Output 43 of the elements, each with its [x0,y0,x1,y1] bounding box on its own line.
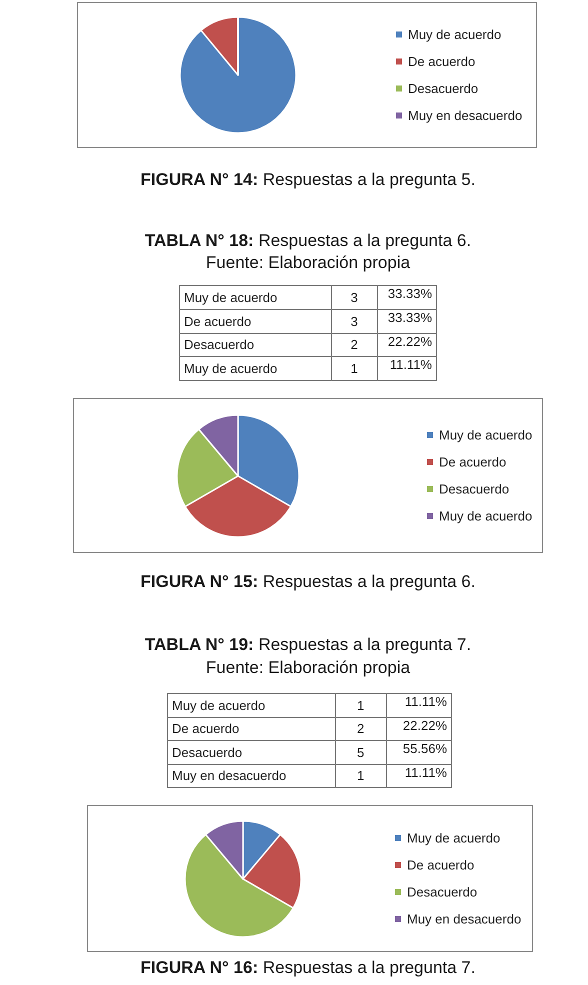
data-label: 3 [331,286,378,310]
data-label: 5 [335,740,386,764]
text: FIGURA N° 16: Respuestas a la pregunta 7. [140,958,476,978]
data-label: 22.22% [377,333,436,357]
source-note: Fuente: Elaboración propia [204,658,412,678]
data-label: 1 [331,356,378,380]
legend-label: Desacuerdo [407,884,478,900]
category-label: Muy en desacuerdo [168,764,336,788]
legend-label: Desacuerdo [439,482,510,496]
text: FIGURA N° 15: Respuestas a la pregunta 6. [140,572,476,592]
legend-label: Desacuerdo [408,81,478,96]
category-label: Desacuerdo [180,333,332,357]
data-label: 1 [335,694,386,717]
legend-label: Muy de acuerdo [408,27,502,42]
data-label: 2 [335,717,386,740]
data-label: 33.33% [377,286,436,310]
category-label: Muy de acuerdo [180,286,332,310]
data-label: 33.33% [377,309,436,333]
data-label: 11.11% [386,764,452,788]
text: TABLA N° 18: Respuestas a la pregunta 6. [144,231,472,251]
legend-label: De acuerdo [439,454,506,470]
data-label: 3 [331,309,378,333]
data-label: 55.56% [386,740,452,764]
legend-label: Muy de acuerdo [407,830,500,846]
data-label: 11.11% [377,356,436,380]
legend-label: Muy en desacuerdo [407,912,522,926]
category-label: De acuerdo [180,309,332,333]
category-label: Desacuerdo [168,740,336,764]
legend-label: De acuerdo [407,858,474,872]
text: FIGURA N° 14: Respuestas a la pregunta 5. [140,170,476,190]
category-label: De acuerdo [168,717,336,740]
legend-label: Muy de acuerdo [439,428,532,442]
legend-label: De acuerdo [408,54,476,69]
data-label: 2 [331,333,378,357]
legend-label: Muy de acuerdo [439,508,532,524]
data-label: 22.22% [386,717,452,740]
data-label: 11.11% [386,694,452,717]
category-label: Muy de acuerdo [180,356,332,380]
legend-label: Muy en desacuerdo [408,108,522,123]
text: TABLA N° 19: Respuestas a la pregunta 7. [144,635,472,655]
source-note: Fuente: Elaboración propia [204,253,412,273]
category-label: Muy de acuerdo [168,694,336,717]
data-label: 1 [335,764,386,788]
